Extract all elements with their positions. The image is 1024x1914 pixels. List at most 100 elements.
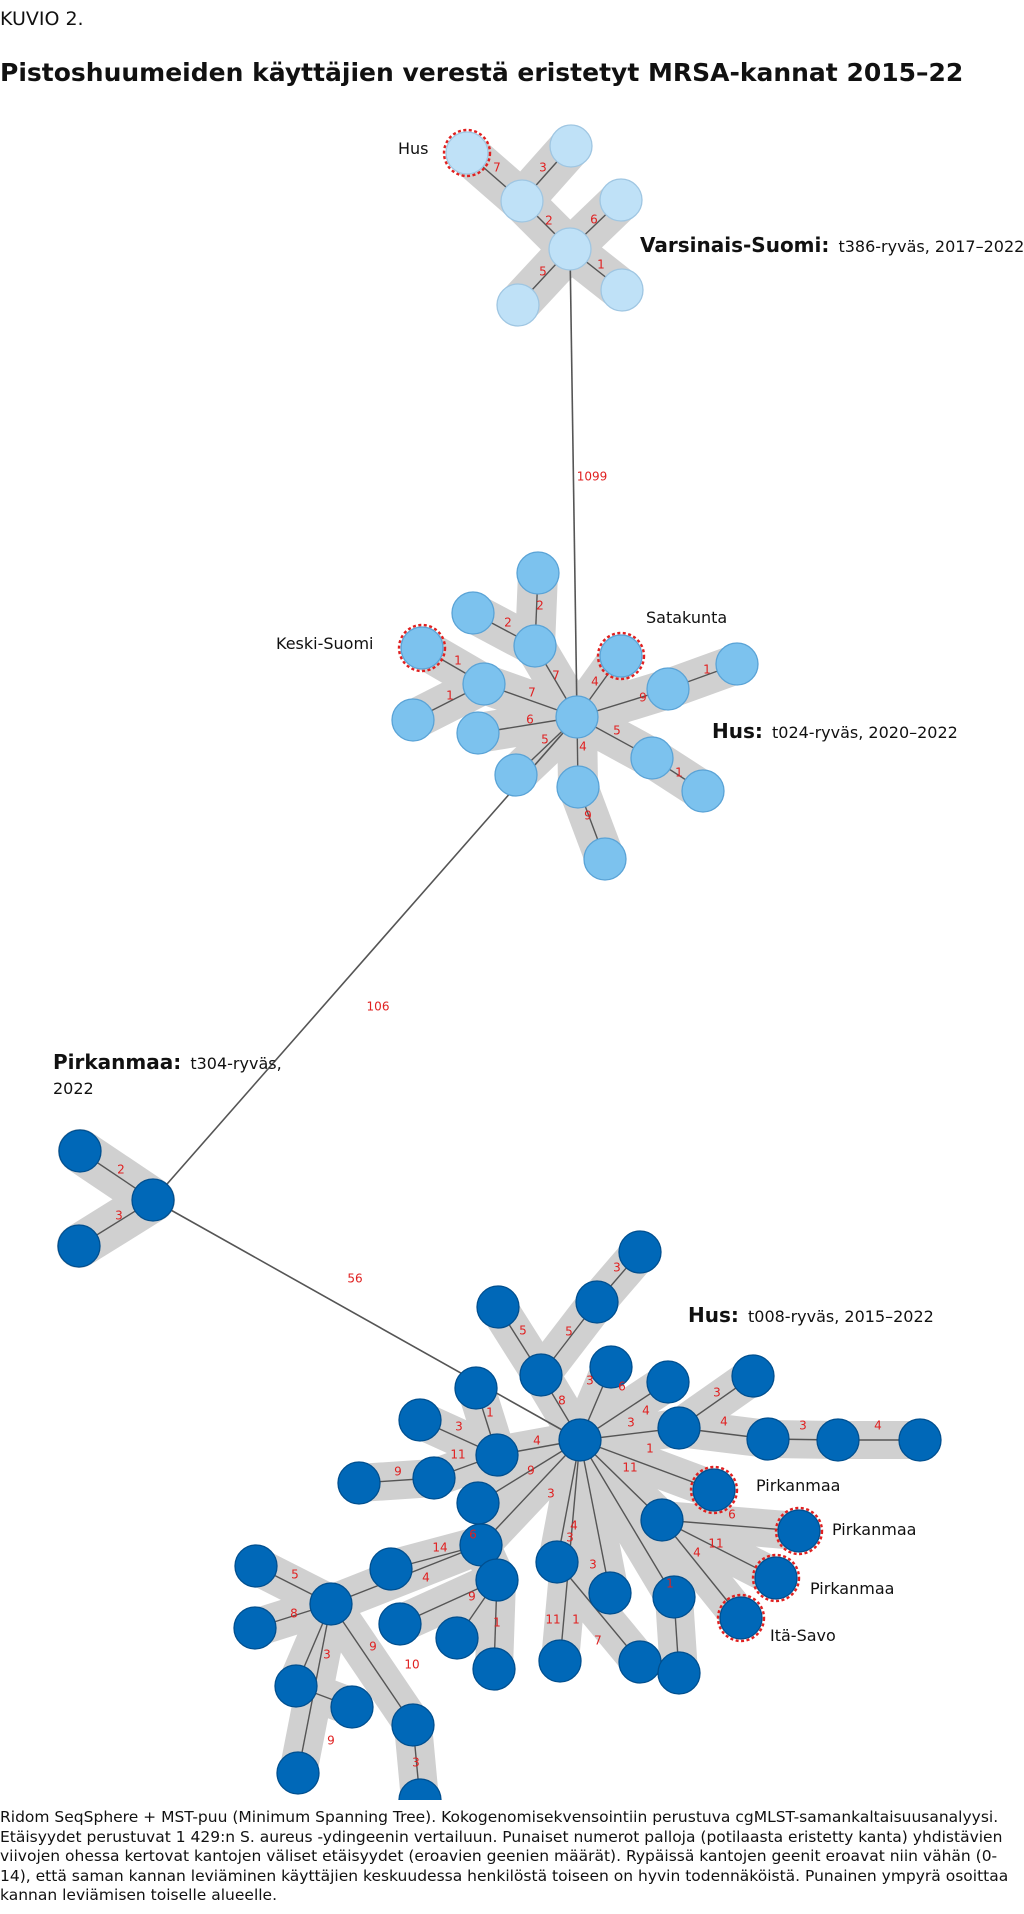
strain-node (549, 124, 593, 168)
strain-node (398, 1398, 442, 1442)
node-label-ita-savo: Itä-Savo (770, 1626, 836, 1645)
edge-distance-t386: 6 (590, 213, 598, 227)
link-t024-t304 (152, 716, 578, 1201)
edge-distance-t304: 3 (115, 1209, 123, 1223)
cluster-label-t304-year: 2022 (53, 1079, 94, 1098)
edge-distance-t008: 11 (708, 1537, 723, 1551)
edge-distance-t008: 6 (469, 1528, 477, 1542)
edge-distance-t008: 3 (412, 1756, 420, 1770)
mst-diagram: Hus Keski-Suomi Satakunta Pirkanmaa Pirk… (53, 124, 1024, 1800)
strain-node (754, 1556, 798, 1600)
strain-node (476, 1285, 520, 1329)
edge-distance-t008: 6 (618, 1380, 626, 1394)
strain-node (494, 753, 538, 797)
strain-node (369, 1547, 413, 1591)
spread-ring (716, 1593, 766, 1643)
strain-node (519, 1353, 563, 1397)
figure-caption: Ridom SeqSphere + MST-puu (Minimum Spann… (0, 1808, 1009, 1904)
strain-node (456, 711, 500, 755)
edge-distance-t008: 5 (565, 1325, 573, 1339)
strain-node (475, 1558, 519, 1602)
strain-node (731, 1354, 775, 1398)
strain-node (556, 765, 600, 809)
strain-node (274, 1664, 318, 1708)
node-label-pirkanmaa-1: Pirkanmaa (756, 1476, 840, 1495)
strain-node (412, 1456, 456, 1500)
tree-edge (556, 1561, 641, 1663)
edge-distance-t008: 3 (547, 1487, 555, 1501)
cluster-label-t304: Pirkanmaa: t304-ryväs, (53, 1050, 282, 1074)
edge-distance-t024: 6 (526, 713, 534, 727)
edge-distance-t008: 9 (468, 1590, 476, 1604)
edge-distance-t008: 9 (394, 1465, 402, 1479)
edge-distance-t008: 5 (519, 1324, 527, 1338)
node-label-hus: Hus (398, 139, 429, 158)
edge-distance-t024: 7 (528, 686, 536, 700)
edge-distance-t008: 8 (290, 1607, 298, 1621)
edge-distance-t024: 1 (703, 663, 711, 677)
node-label-satakunta: Satakunta (646, 608, 727, 627)
cluster-label-t386: Varsinais-Suomi: t386-ryväs, 2017–2022 (640, 233, 1024, 257)
edge-distance-t008: 4 (693, 1546, 701, 1560)
cluster-label-t008: Hus: t008-ryväs, 2015–2022 (688, 1303, 934, 1327)
strain-node (378, 1602, 422, 1646)
edge-distance-t008: 1 (486, 1406, 494, 1420)
edge-distance-t008: 3 (566, 1531, 574, 1545)
strain-node (555, 695, 599, 739)
spread-ring (397, 623, 447, 673)
figure-title: Pistoshuumeiden käyttäjien verestä erist… (0, 58, 964, 87)
strain-node (816, 1418, 860, 1462)
edge-distance-t024: 9 (639, 691, 647, 705)
strain-node (588, 1571, 632, 1615)
strain-node (276, 1751, 320, 1795)
edge-distance-t008: 4 (874, 1419, 882, 1433)
strain-node (309, 1582, 353, 1626)
strain-node (630, 736, 674, 780)
strain-node (435, 1616, 479, 1660)
strain-node (454, 1366, 498, 1410)
tree-edge (480, 1439, 581, 1546)
strain-node (330, 1685, 374, 1729)
strain-node (618, 1230, 662, 1274)
strain-node (500, 179, 544, 223)
diagram-labels: Hus Keski-Suomi Satakunta Pirkanmaa Pirk… (53, 139, 1024, 1770)
edge-distance-t024: 5 (613, 724, 621, 738)
edge-distance-t008: 11 (450, 1448, 465, 1462)
edge-distance-t008: 3 (586, 1374, 594, 1388)
edge-distance-t024: 4 (579, 740, 587, 754)
edge-distance-t008: 4 (720, 1415, 728, 1429)
edge-distance-t024: 2 (536, 599, 544, 613)
tree-edge (330, 1603, 414, 1726)
strain-node (451, 591, 495, 635)
edge-distance-t024: 1 (454, 654, 462, 668)
spread-ring (689, 1465, 739, 1515)
edge-distance-t008: 14 (432, 1541, 447, 1555)
strain-node (57, 1224, 101, 1268)
edge-distance-t008: 3 (799, 1419, 807, 1433)
strain-node (462, 662, 506, 706)
strain-node (652, 1575, 696, 1619)
edge-distance-t008: 7 (594, 1634, 602, 1648)
link-t386-t024 (569, 248, 578, 718)
edge-distance-t008: 10 (404, 1658, 419, 1672)
edge-distance-t386: 1 (597, 258, 605, 272)
spread-ring (442, 128, 492, 178)
edge-distance-t008: 1 (646, 1442, 654, 1456)
edge-distance-t008: 8 (558, 1394, 566, 1408)
strain-node (475, 1433, 519, 1477)
strain-node (400, 626, 444, 670)
strain-node (657, 1651, 701, 1695)
edge-distance-t386: 2 (545, 214, 553, 228)
strain-nodes (57, 124, 942, 1800)
edge-distance-t386: 5 (539, 265, 547, 279)
strain-node (600, 268, 644, 312)
spread-ring (596, 631, 646, 681)
edge-distance-t008: 3 (613, 1261, 621, 1275)
strain-node (456, 1481, 500, 1525)
strain-node (398, 1778, 442, 1800)
strain-node (719, 1596, 763, 1640)
tree-edge (579, 1439, 675, 1598)
edge-distance-t008: 3 (713, 1386, 721, 1400)
edge-distance-t008: 11 (545, 1613, 560, 1627)
link-t304-t008 (152, 1199, 581, 1441)
